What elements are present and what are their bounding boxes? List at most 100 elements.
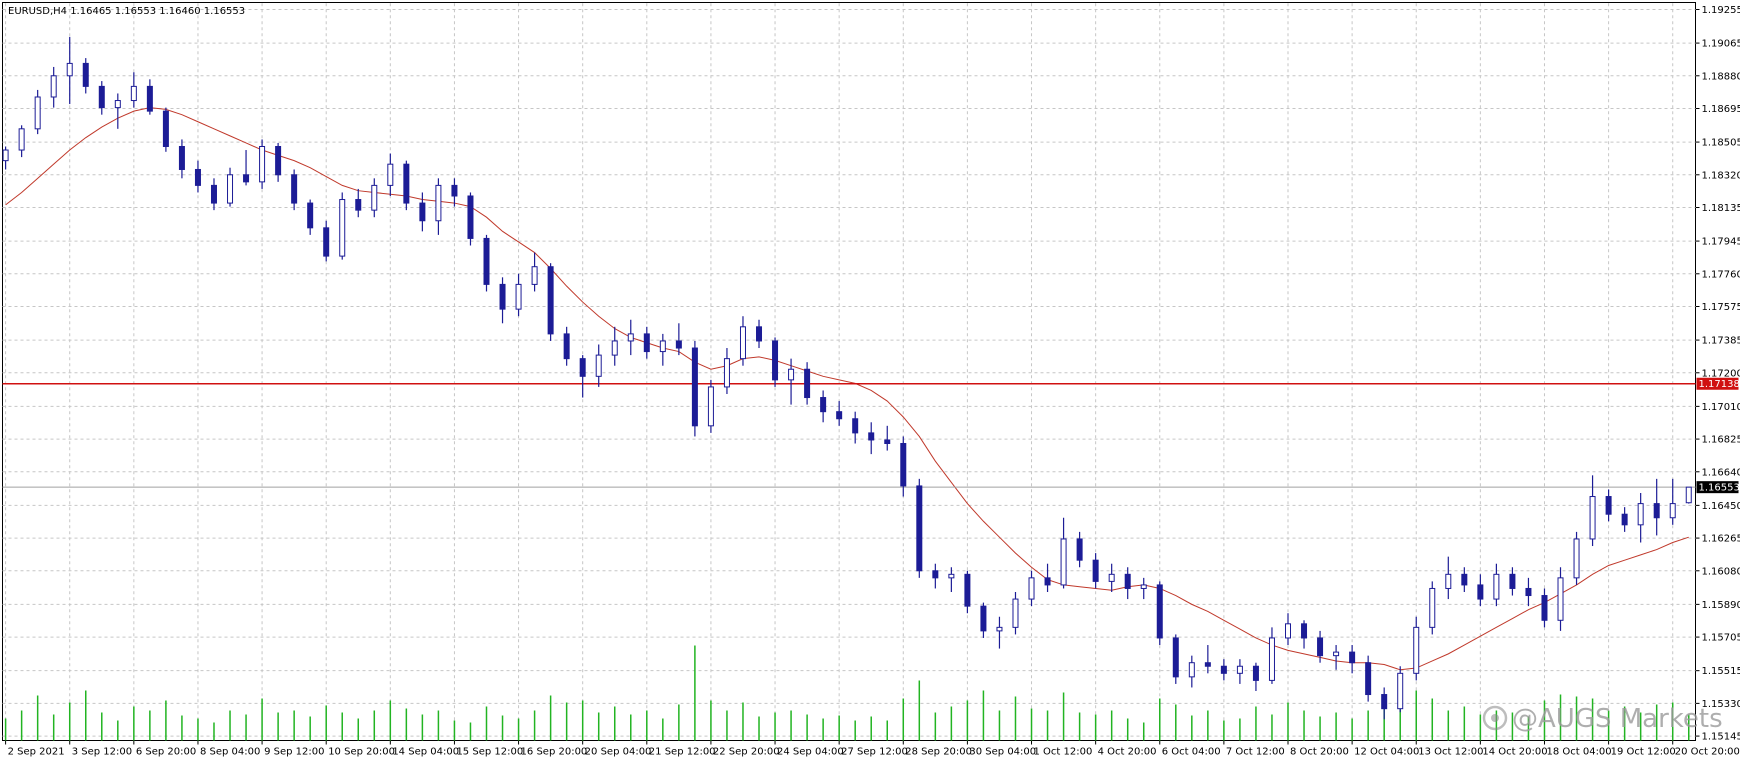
volume-bar [133,706,135,741]
candle-body [82,62,89,87]
candle-body [515,283,522,310]
volume-bar [646,710,648,741]
y-tick-label: 1.17010 [1702,402,1740,413]
candle-body [194,168,201,186]
candle-body [18,128,25,151]
y-tick-label: 1.18880 [1702,71,1740,82]
volume-bar [501,715,504,741]
volume-bar [149,710,151,741]
candle-body [50,75,57,98]
bid-label: 1.16553 [1699,483,1740,494]
x-tick-label: 1 Oct 12:00 [1034,747,1093,758]
volume-bar [101,712,103,741]
volume-bar [1607,710,1610,741]
candle-body [387,163,394,186]
candle-body [611,340,618,356]
volume-bar [742,702,744,741]
volume-bar [678,704,680,741]
candle-body [691,347,698,427]
x-tick-label: 7 Oct 12:00 [1226,747,1285,758]
level-label: 1.17138 [1699,379,1740,390]
candle-body [547,266,554,335]
volume-bar [982,690,985,741]
x-tick-label: 13 Oct 12:00 [1418,747,1483,758]
candle-body [1509,573,1516,589]
volume-bar [565,702,568,741]
y-tick-label: 1.17760 [1702,269,1740,280]
volume-bar [373,710,376,741]
volume-bar [1623,706,1626,741]
volume-bar [533,710,536,741]
candle-body [563,333,570,360]
candle-body [1301,623,1308,639]
volume-bar [85,690,87,741]
candle-body [1365,662,1372,696]
volume-bar [1303,710,1305,741]
volume-bar [1559,694,1562,741]
candle-body [419,202,426,222]
candle-body [66,62,73,77]
lines [2,107,1696,671]
volume-bar [1463,706,1466,741]
volume-bar [485,706,488,741]
candle-body [1605,496,1612,515]
volume-bar [806,714,808,741]
candle-body [1397,672,1404,710]
level-label-box [1696,377,1739,390]
volume-bar [1078,712,1081,741]
candle-body [291,174,298,204]
candle-body [595,354,602,377]
y-tick-label: 1.18695 [1702,104,1740,115]
x-tick-label: 15 Sep 12:00 [456,747,523,758]
candle-body [98,85,105,109]
volume-bar [341,712,343,741]
candle-body [1637,503,1644,526]
volume-bar [1431,698,1434,741]
volume-bar [1191,715,1193,741]
candle-body [1076,538,1083,561]
chart-title: EURUSD,H4 1.16465 1.16553 1.16460 1.1655… [8,6,245,17]
volume-bar [517,718,520,741]
candle-body [499,283,506,310]
volume-bar [1575,696,1578,741]
volume-bar [309,716,311,741]
x-tick-label: 4 Oct 20:00 [1098,747,1157,758]
watermark: @AUGS Markets [1512,704,1723,734]
volume-bar [1223,720,1225,741]
candle-body [483,237,490,285]
candle-body [1413,626,1420,674]
candle-body [1285,623,1291,639]
candle-body [1252,665,1259,681]
volume-bar [1159,698,1161,741]
y-tick-label: 1.15145 [1702,732,1740,743]
logo-dot [1491,714,1499,722]
moving-average [5,107,1689,671]
volume-bar [1591,698,1594,741]
volume-bar [1207,710,1209,741]
volume-bar [389,700,392,741]
volume-bar [181,715,183,741]
candle-body [852,418,859,434]
candle-body [1589,496,1596,540]
volume-bar [1271,714,1273,741]
candle-body [1621,513,1628,526]
candle-body [435,184,442,222]
y-tick-label: 1.15330 [1702,699,1740,710]
candle-body [130,85,137,102]
volume-bar [822,718,824,741]
candle-body [1429,587,1436,628]
y-tick-label: 1.17385 [1702,336,1740,347]
candle-body [868,432,875,441]
candle-body [2,149,9,162]
candle-body [403,163,410,204]
candle-body [451,184,458,197]
volume-bar [597,712,600,741]
candle-body [1477,584,1484,600]
y-tick-label: 1.18135 [1702,203,1740,214]
volume-bar [1094,714,1097,741]
candle-body [1012,598,1019,628]
y-tick-label: 1.19065 [1702,39,1740,50]
y-tick-label: 1.16265 [1702,534,1740,545]
candle-body [1525,587,1532,597]
x-tick-label: 24 Sep 04:00 [777,747,844,758]
